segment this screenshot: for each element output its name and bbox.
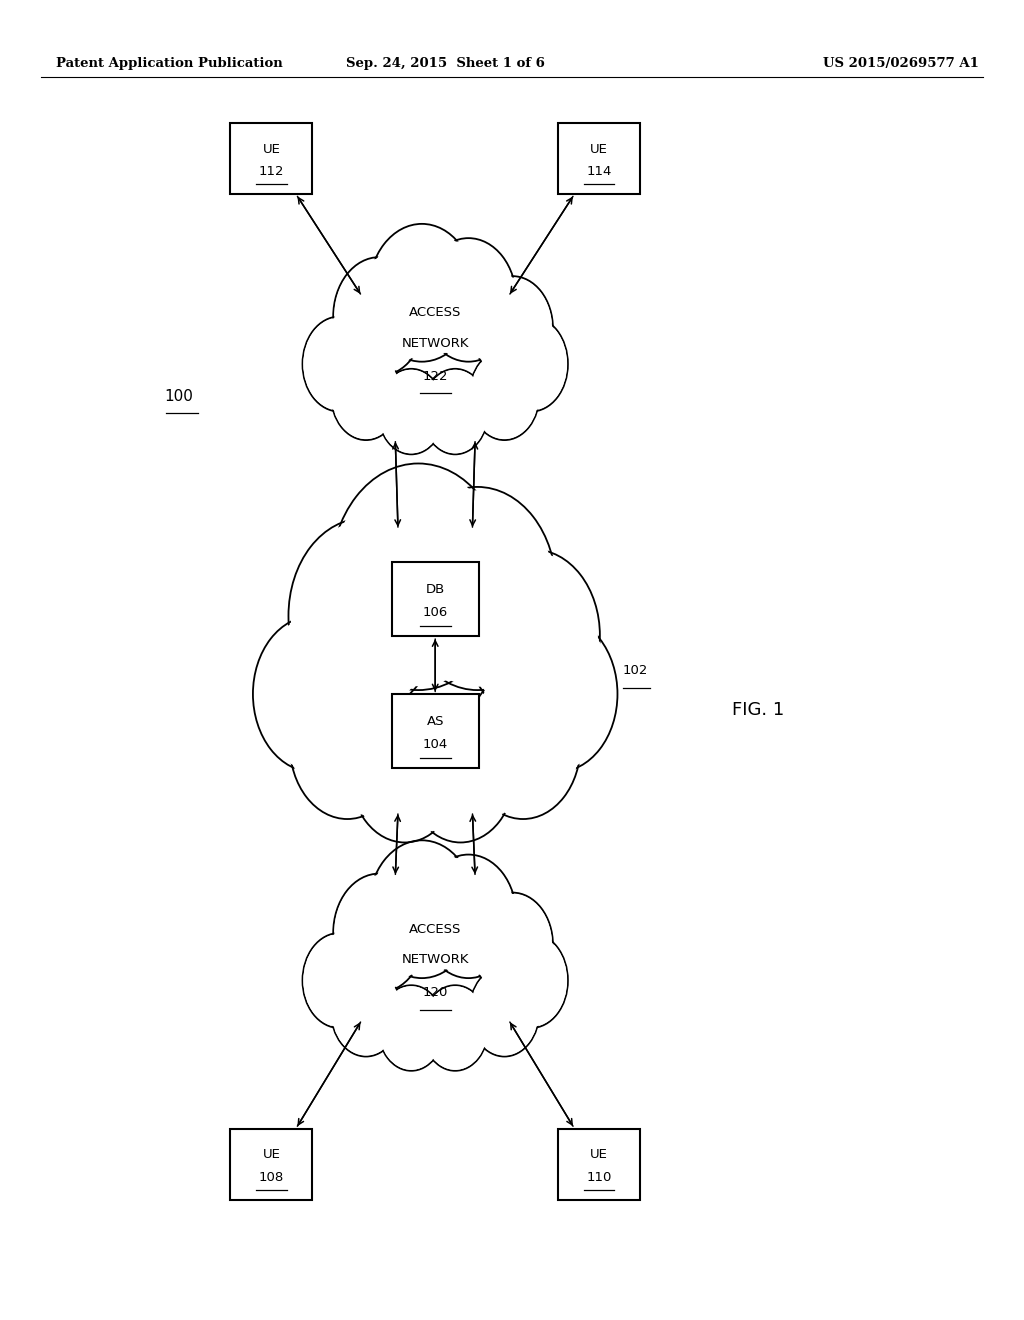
Circle shape <box>302 317 376 412</box>
Circle shape <box>423 857 514 975</box>
Text: 112: 112 <box>259 165 284 178</box>
Circle shape <box>469 553 597 718</box>
Bar <box>391 562 479 636</box>
Circle shape <box>333 351 399 438</box>
Circle shape <box>335 876 424 990</box>
Circle shape <box>423 240 514 359</box>
Circle shape <box>333 257 425 376</box>
Circle shape <box>371 843 473 975</box>
Circle shape <box>421 854 516 978</box>
Circle shape <box>304 935 375 1026</box>
Circle shape <box>371 227 473 359</box>
Circle shape <box>495 933 568 1028</box>
Circle shape <box>409 705 513 840</box>
Circle shape <box>334 469 503 685</box>
Circle shape <box>497 616 617 772</box>
Circle shape <box>471 351 538 438</box>
Text: DB: DB <box>426 583 444 597</box>
Circle shape <box>352 705 457 840</box>
Circle shape <box>333 874 425 993</box>
Text: UE: UE <box>590 1148 608 1162</box>
Circle shape <box>473 895 551 995</box>
Circle shape <box>369 841 475 978</box>
Circle shape <box>495 317 568 412</box>
Circle shape <box>468 673 579 816</box>
Text: 120: 120 <box>423 986 447 999</box>
Circle shape <box>469 966 540 1056</box>
Text: 100: 100 <box>165 388 194 404</box>
Circle shape <box>290 671 404 818</box>
Circle shape <box>369 224 475 362</box>
Text: NETWORK: NETWORK <box>401 337 469 350</box>
Circle shape <box>496 935 566 1026</box>
Circle shape <box>331 966 401 1056</box>
Circle shape <box>398 487 556 690</box>
Text: ACCESS: ACCESS <box>409 923 462 936</box>
Circle shape <box>496 318 566 409</box>
Circle shape <box>422 985 488 1071</box>
Circle shape <box>350 702 460 842</box>
Circle shape <box>289 519 440 714</box>
Circle shape <box>469 350 540 440</box>
Circle shape <box>253 616 374 772</box>
Text: Patent Application Publication: Patent Application Publication <box>56 57 283 70</box>
Text: UE: UE <box>262 1148 281 1162</box>
Text: 106: 106 <box>423 606 447 619</box>
Circle shape <box>333 968 399 1055</box>
Text: 114: 114 <box>587 165 611 178</box>
Text: 104: 104 <box>423 738 447 751</box>
Bar <box>558 1129 640 1200</box>
Bar <box>230 1129 312 1200</box>
Text: ACCESS: ACCESS <box>409 306 462 319</box>
Bar <box>391 694 479 768</box>
Circle shape <box>379 371 443 453</box>
Text: 122: 122 <box>423 370 447 383</box>
Circle shape <box>302 933 376 1028</box>
Circle shape <box>472 892 553 997</box>
Circle shape <box>255 619 372 770</box>
Circle shape <box>423 371 487 453</box>
Circle shape <box>331 350 401 440</box>
Circle shape <box>473 279 551 379</box>
Text: UE: UE <box>262 143 281 156</box>
Circle shape <box>499 619 615 770</box>
Circle shape <box>331 463 506 690</box>
Circle shape <box>304 318 375 409</box>
Circle shape <box>379 987 443 1069</box>
Text: 108: 108 <box>259 1171 284 1184</box>
Text: UE: UE <box>590 143 608 156</box>
Text: AS: AS <box>426 715 444 729</box>
Text: US 2015/0269577 A1: US 2015/0269577 A1 <box>823 57 979 70</box>
Text: 102: 102 <box>623 664 648 677</box>
Circle shape <box>335 260 424 374</box>
Text: FIG. 1: FIG. 1 <box>731 701 784 719</box>
Circle shape <box>423 987 487 1069</box>
Text: Sep. 24, 2015  Sheet 1 of 6: Sep. 24, 2015 Sheet 1 of 6 <box>346 57 545 70</box>
Bar <box>558 123 640 194</box>
Circle shape <box>422 368 488 454</box>
Circle shape <box>466 671 581 818</box>
Circle shape <box>292 673 402 816</box>
Circle shape <box>378 985 444 1071</box>
Circle shape <box>471 968 538 1055</box>
Circle shape <box>292 523 437 710</box>
Circle shape <box>467 549 600 721</box>
Text: 110: 110 <box>587 1171 611 1184</box>
Circle shape <box>406 702 515 842</box>
Circle shape <box>378 368 444 454</box>
Bar <box>230 123 312 194</box>
Circle shape <box>421 238 516 362</box>
Text: NETWORK: NETWORK <box>401 953 469 966</box>
Circle shape <box>472 276 553 380</box>
Circle shape <box>401 491 553 686</box>
